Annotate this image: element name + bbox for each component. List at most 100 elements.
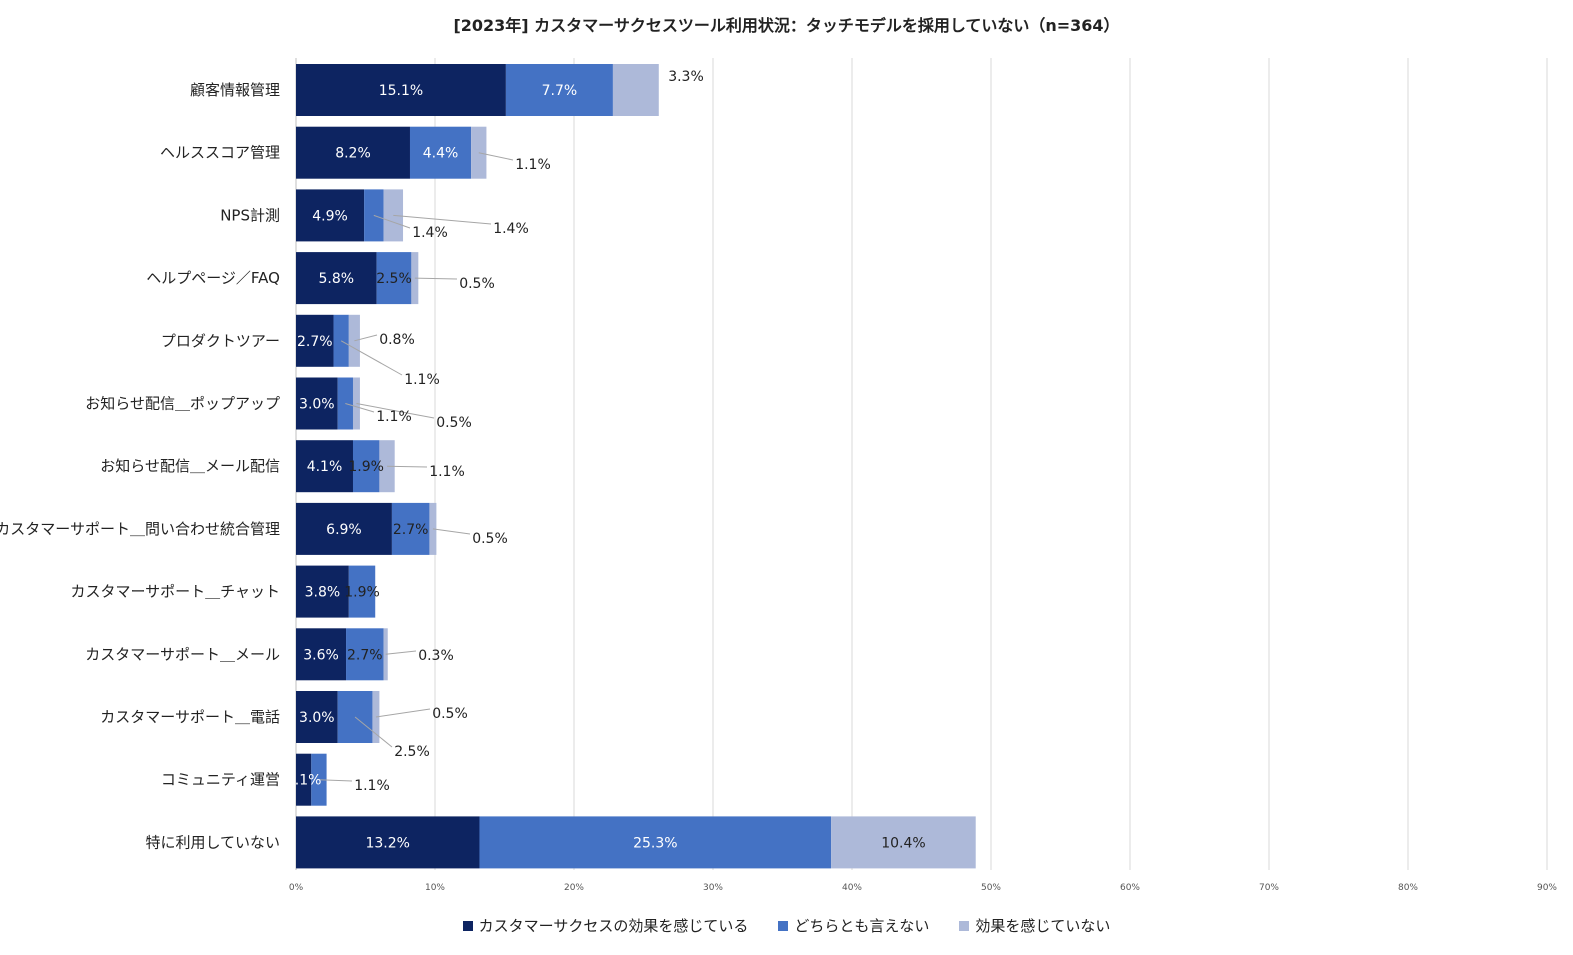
data-label: 0.5% (436, 415, 472, 431)
data-label: 1.1% (354, 778, 390, 794)
data-label: 15.1% (379, 83, 423, 99)
legend: カスタマーサクセスの効果を感じている どちらとも言えない 効果を感じていない (0, 915, 1573, 936)
bar-segment (364, 189, 384, 242)
bar-segment (348, 565, 376, 618)
legend-label: カスタマーサクセスの効果を感じている (478, 917, 749, 935)
data-label: 2.7% (393, 522, 429, 538)
x-tick-label: 10% (425, 883, 445, 893)
data-labels: 15.1% 7.7% 3.3% 8.2% 4.4% 1.1% 4.9% 1.4% 1.4% 5.8… (286, 69, 926, 851)
data-label: 1.9% (348, 459, 384, 475)
data-label: 3.3% (668, 69, 704, 85)
bar-segment (296, 753, 312, 806)
data-label: 25.3% (633, 835, 677, 851)
data-label: 1.1% (286, 773, 322, 789)
legend-item-not-effective: 効果を感じていない (959, 915, 1110, 936)
leader-line (385, 650, 417, 655)
legend-label: どちらとも言えない (794, 917, 930, 935)
data-label: 1.4% (412, 225, 448, 241)
bar-segment (296, 189, 365, 242)
data-label: 6.9% (326, 522, 362, 538)
x-tick-label: 0% (289, 883, 304, 893)
bar-segment (296, 252, 377, 305)
data-label: 1.1% (376, 409, 412, 425)
data-label: 7.7% (542, 83, 578, 99)
bar-segment (296, 64, 506, 116)
data-label: 10.4% (881, 835, 925, 851)
legend-swatch (778, 920, 789, 931)
data-label: 0.5% (432, 706, 468, 722)
bar-segment (296, 502, 392, 555)
leader-line (393, 214, 492, 225)
bar-segment (346, 628, 384, 681)
data-label: 1.1% (515, 157, 551, 173)
x-tick-label: 90% (1537, 883, 1557, 893)
data-label: 2.5% (376, 271, 412, 287)
x-tick-label: 50% (981, 883, 1001, 893)
category-label: カスタマーサポート＿電話 (100, 708, 280, 726)
bar-segment (352, 440, 380, 493)
legend-swatch (959, 920, 970, 931)
bar-segment (505, 64, 613, 116)
bar-segment (391, 502, 430, 555)
category-label: カスタマーサポート＿メール (85, 645, 280, 663)
bar-segment (379, 440, 395, 493)
data-label: 1.1% (429, 464, 465, 480)
data-label: 3.6% (303, 647, 339, 663)
leader-line (340, 340, 403, 376)
bar-segment (479, 816, 832, 869)
category-label: ヘルプページ／FAQ (146, 269, 280, 287)
category-label: カスタマーサポート＿チャット (70, 583, 280, 601)
data-label: 4.1% (307, 459, 343, 475)
data-label: 2.5% (394, 744, 430, 760)
legend-label: 効果を感じていない (975, 917, 1111, 935)
bar-segment (831, 816, 976, 869)
data-label: 0.8% (379, 332, 415, 348)
data-label: 1.4% (493, 221, 529, 237)
data-label: 4.4% (423, 146, 459, 162)
bar-segment (296, 126, 410, 179)
x-tick-label: 70% (1259, 883, 1279, 893)
x-axis-ticks: 0% 10% 20% 30% 40% 50% 60% 70% 80% 90% (289, 883, 1558, 893)
data-label: 0.3% (418, 648, 454, 664)
leader-line (354, 334, 378, 342)
leader-line (318, 779, 353, 782)
category-label: NPS計測 (220, 206, 280, 224)
category-label: 顧客情報管理 (190, 81, 280, 99)
legend-item-neutral: どちらとも言えない (778, 915, 929, 936)
data-label: 0.5% (459, 276, 495, 292)
legend-item-effective: カスタマーサクセスの効果を感じている (462, 915, 749, 936)
category-label: 特に利用していない (145, 833, 280, 851)
data-label: 4.9% (312, 208, 348, 224)
data-label: 3.8% (305, 585, 341, 601)
bar-segment (296, 377, 338, 430)
category-label: カスタマーサポート＿問い合わせ統合管理 (0, 520, 280, 538)
x-tick-label: 60% (1120, 883, 1140, 893)
leader-lines (318, 152, 514, 782)
bar-segment (296, 628, 347, 681)
category-label: お知らせ配信＿ポップアップ (85, 395, 280, 413)
leader-line (345, 403, 375, 413)
category-label: プロダクトツアー (161, 332, 280, 350)
category-label: コミュニティ運営 (161, 771, 280, 789)
data-label: 0.5% (472, 531, 508, 547)
legend-swatch (462, 920, 473, 931)
bar-segment (296, 440, 353, 493)
category-label: ヘルススコア管理 (160, 144, 280, 162)
data-label: 2.7% (347, 647, 383, 663)
data-label: 1.1% (404, 372, 440, 388)
data-label: 2.7% (297, 334, 333, 350)
bar-segment (296, 565, 349, 618)
category-label: お知らせ配信＿メール配信 (100, 457, 280, 475)
leader-line (387, 465, 428, 468)
leader-line (478, 152, 514, 161)
bar-segment (296, 691, 338, 743)
bar-segment (409, 126, 472, 179)
x-tick-label: 80% (1398, 883, 1418, 893)
x-tick-label: 20% (564, 883, 584, 893)
x-tick-label: 40% (842, 883, 862, 893)
gridlines (295, 58, 1548, 870)
bar-segment (296, 314, 334, 367)
data-label: 1.9% (344, 585, 380, 601)
data-label: 3.0% (299, 710, 335, 726)
